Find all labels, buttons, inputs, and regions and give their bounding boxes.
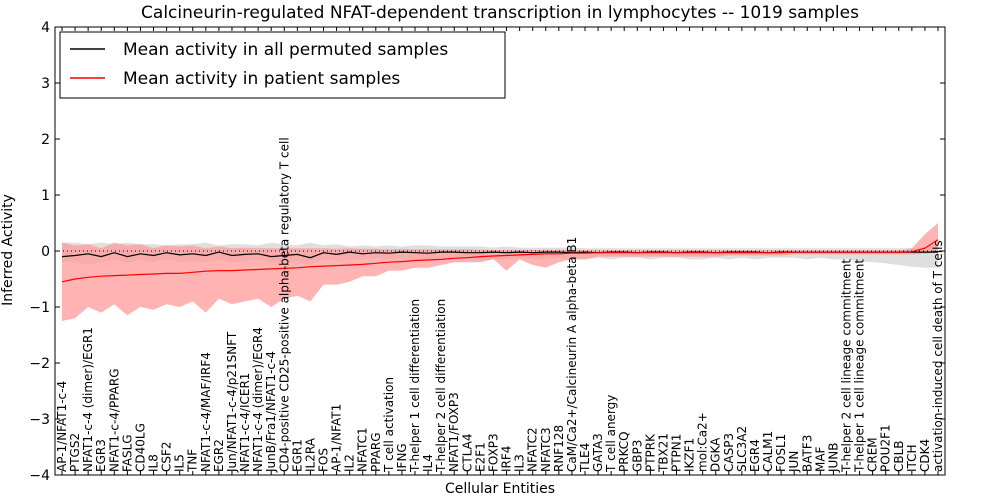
x-category-label: mol:Ca2+ — [696, 412, 710, 472]
x-category-label: TNF — [186, 449, 200, 473]
x-category-label: T cell activation — [382, 377, 396, 473]
x-category-label: MAF — [813, 446, 827, 472]
x-category-label: NFAT1-c-4/MAF/IRF4 — [199, 352, 213, 472]
x-category-label: GATA3 — [591, 433, 605, 472]
x-category-label: TLE4 — [578, 443, 592, 473]
x-category-label: T-helper 1 cell differentiation — [408, 299, 422, 473]
x-category-label: PPARG — [369, 432, 383, 472]
x-category-label: CD4-positive CD25-positive alpha-beta re… — [277, 137, 291, 472]
x-category-label: CD40LG — [133, 423, 147, 472]
x-category-label: T cell anergy — [604, 395, 618, 473]
x-category-label: NFATC1 — [356, 427, 370, 472]
y-tick-label: −4 — [29, 468, 50, 484]
y-tick-label: 0 — [41, 244, 50, 260]
y-tick-label: −1 — [29, 300, 50, 316]
x-category-label: EGR2 — [212, 439, 226, 472]
y-tick-label: 2 — [41, 132, 50, 148]
x-category-label: FASLG — [120, 434, 134, 472]
x-category-label: PTPN1 — [670, 434, 684, 472]
x-category-label: CASP3 — [722, 433, 736, 472]
x-category-label: EGR4 — [748, 439, 762, 472]
x-category-label: EGR3 — [94, 439, 108, 472]
patient-mean-line — [61, 239, 939, 283]
x-category-label: IFNG — [395, 443, 409, 472]
x-category-label: SLC3A2 — [735, 426, 749, 472]
x-category-label: NFAT1-c-4/PPARG — [107, 368, 121, 472]
x-category-label: NFATC2 — [526, 427, 540, 472]
x-category-label: JUNB — [826, 442, 840, 473]
x-category-label: IL8 — [147, 454, 161, 472]
x-category-label: IL2RA — [303, 437, 317, 472]
x-category-label: CBLB — [892, 440, 906, 472]
x-category-label: CALM1 — [761, 431, 775, 472]
y-tick-label: −2 — [29, 356, 50, 372]
x-category-label: TBX21 — [656, 433, 670, 473]
x-category-label: FOS — [316, 448, 330, 472]
x-category-label: NFATC3 — [539, 427, 553, 472]
patient-range-band — [62, 223, 938, 321]
y-axis-label: Inferred Activity — [0, 194, 16, 306]
x-axis-label: Cellular Entities — [445, 481, 555, 497]
y-tick-label: −3 — [29, 412, 50, 428]
legend: Mean activity in all permuted samples Mea… — [59, 31, 506, 99]
x-category-label: T-helper 1 cell lineage commitment — [853, 259, 867, 473]
x-category-label: FOXP3 — [486, 433, 500, 472]
x-category-label: EGR1 — [290, 439, 304, 472]
x-category-label: CaM/Ca2+/Calcineurin A alpha-beta B1 — [565, 237, 579, 472]
x-category-label: T-helper 2 cell lineage commitment — [839, 259, 853, 473]
legend-box — [59, 31, 506, 99]
x-category-label: NFAT1-c-4 (dimer)/EGR4 — [251, 327, 265, 472]
x-category-label: FOSL1 — [774, 434, 788, 472]
x-category-label: CREM — [866, 437, 880, 472]
y-tick-label: 3 — [41, 76, 50, 92]
x-category-label: ITCH — [905, 444, 919, 472]
x-category-label: NFAT1/FOXP3 — [447, 392, 461, 472]
x-category-label: NFAT1-c-4/ICER1 — [238, 373, 252, 472]
x-category-label: E2F1 — [473, 442, 487, 472]
x-category-label: JunB/Fra1/NFAT1-c-4 — [264, 351, 278, 473]
x-category-label: RNF128 — [552, 425, 566, 472]
x-category-label: POU2F1 — [879, 424, 893, 472]
x-category-label: IL5 — [173, 454, 187, 472]
x-category-label: CDK4 — [918, 439, 932, 472]
x-category-label: activation-induced cell death of T cells — [931, 240, 945, 472]
legend-label: Mean activity in patient samples — [123, 69, 400, 89]
y-tick-label: 1 — [41, 188, 50, 204]
x-category-label: T-helper 2 cell differentiation — [434, 299, 448, 473]
x-category-label: BATF3 — [800, 435, 814, 472]
x-category-label: Jun/NFAT1-c-4/p21SNFT — [225, 331, 239, 473]
x-category-label: PRKCQ — [617, 431, 631, 472]
x-category-label: IL2 — [343, 454, 357, 472]
x-category-label: IKZF1 — [683, 438, 697, 472]
x-category-label: CSF2 — [160, 441, 174, 472]
x-category-label: DGKA — [709, 437, 723, 472]
x-category-label: JUN — [787, 451, 801, 473]
y-tick-label: 4 — [41, 20, 50, 36]
x-category-label: IRF4 — [500, 446, 514, 472]
x-category-label: PTGS2 — [68, 433, 82, 472]
x-category-label: NFAT1-c-4 (dimer)/EGR1 — [81, 327, 95, 472]
x-category-label: IL3 — [513, 454, 527, 472]
x-category-label: AP-1/NFAT1-c-4 — [55, 381, 69, 472]
x-category-label: GBP3 — [630, 440, 644, 472]
chart-title: Calcineurin-regulated NFAT-dependent tra… — [141, 3, 859, 23]
legend-label: Mean activity in all permuted samples — [123, 40, 448, 60]
x-category-label: CTLA4 — [460, 433, 474, 472]
x-category-label: IL4 — [421, 454, 435, 472]
x-category-label: AP-1/NFAT1 — [330, 404, 344, 472]
x-category-label: PTPRK — [643, 433, 657, 472]
